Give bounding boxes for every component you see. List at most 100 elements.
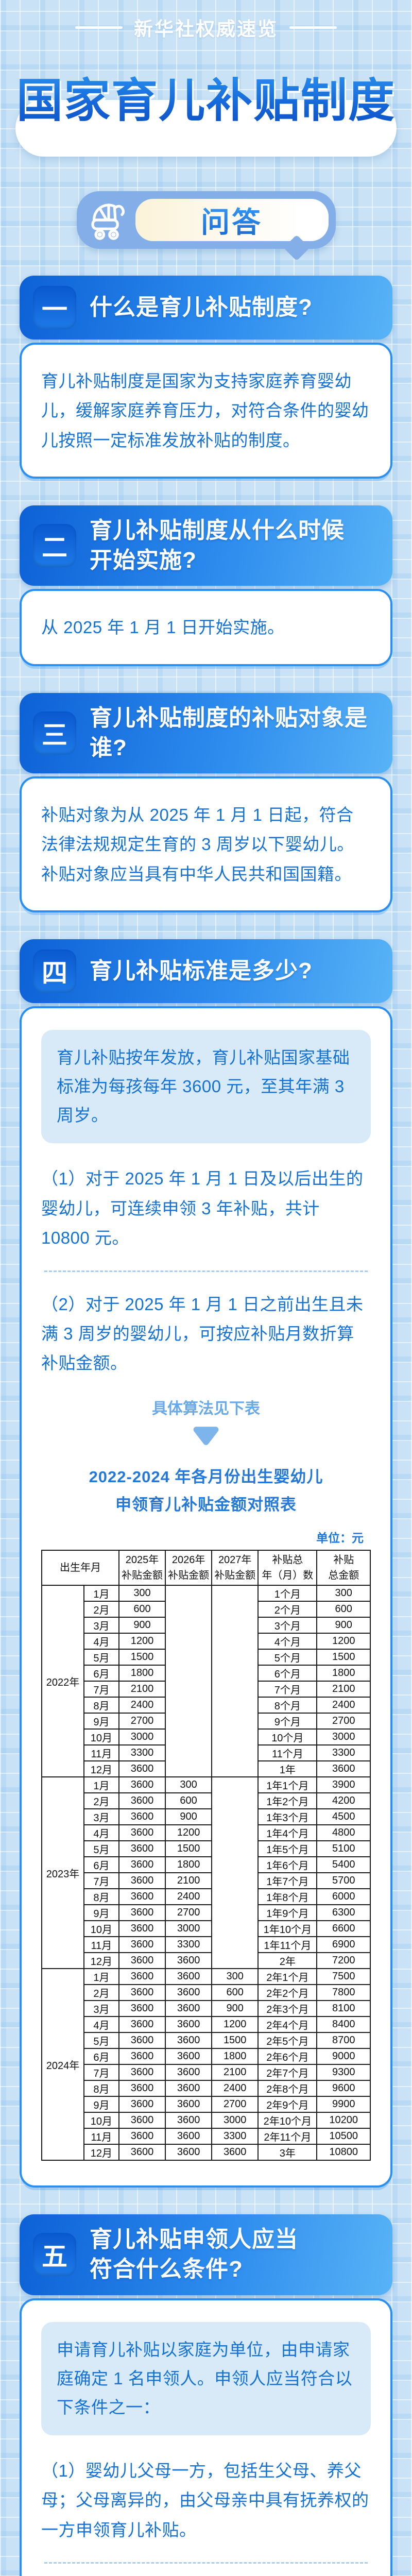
table-cell: 2年1个月	[258, 1968, 318, 1986]
table-cell: 2022年	[41, 1585, 84, 1778]
table-cell: 5400	[316, 1856, 371, 1874]
table-cell: 6月	[83, 2048, 119, 2065]
section-1-number: 一	[42, 295, 67, 324]
table-cell: 1年10个月	[258, 1920, 318, 1938]
kicker-text: 新华社权威速览	[134, 19, 278, 40]
table-header-cell: 出生年月	[41, 1550, 119, 1586]
section-3-answer-card: 补贴对象为从 2025 年 1 月 1 日起，符合法律法规规定生育的 3 周岁以…	[20, 776, 392, 913]
table-cell: 3600	[118, 2064, 166, 2081]
table-cell: 3600	[165, 2112, 213, 2129]
table-cell: 3600	[165, 1952, 213, 1970]
table-cell: 1年6个月	[258, 1856, 318, 1874]
table-cell: 1500	[316, 1649, 371, 1666]
answer-item: （1）对于 2025 年 1 月 1 日及以后出生的婴幼儿，可连续申领 3 年补…	[41, 1169, 364, 1248]
table-row: 5月 1500 5个月 1500	[42, 1649, 371, 1666]
table-cell: 2年6个月	[258, 2048, 318, 2065]
table-cell: 4500	[316, 1808, 371, 1826]
page-title: 国家育儿补贴制度	[0, 63, 412, 130]
table-cell: 1800	[211, 2048, 259, 2065]
table-cell: 3600	[165, 2064, 213, 2081]
table-cell: 600	[118, 1601, 166, 1618]
table-cell: 2100	[316, 1681, 371, 1698]
section-2-header: 二 育儿补贴制度从什么时候 开始实施?	[20, 505, 392, 586]
table-cell: 10个月	[258, 1728, 318, 1746]
table-cell: 2400	[211, 2080, 259, 2097]
table-cell: 1年7个月	[258, 1872, 318, 1890]
table-row: 9月 3600 2700 1年9个月 6300	[42, 1904, 371, 1922]
table-row: 11月 3300 11个月 3300	[42, 1744, 371, 1762]
table-cell: 10200	[316, 2112, 371, 2129]
section-1-question: 什么是育儿补贴制度?	[90, 294, 313, 320]
table-cell: 1200	[211, 2016, 259, 2033]
table-cell: 11月	[83, 2128, 119, 2145]
table-cell: 1800	[165, 1856, 213, 1874]
table-cell: 2年9个月	[258, 2096, 318, 2113]
table-row: 11月 3600 3600 3300 2年11个月 10500	[42, 2128, 371, 2145]
stroller-icon	[84, 198, 133, 242]
table-row: 7月 3600 2100 1年7个月 5700	[42, 1872, 371, 1890]
table-cell: 6000	[316, 1888, 371, 1906]
table-cell: 8100	[316, 2000, 371, 2018]
table-cell: 300	[118, 1585, 166, 1602]
table-cell: 3600	[118, 1776, 166, 1794]
table-cell: 2月	[83, 1792, 119, 1810]
section-4-number: 四	[42, 959, 67, 988]
section-3-number: 三	[42, 720, 67, 750]
table-row: 12月 3600 3600 2年 7200	[42, 1952, 371, 1970]
table-row: 8月 3600 3600 2400 2年8个月 9600	[42, 2080, 371, 2097]
table-cell: 3600	[118, 1952, 166, 1970]
table-cell	[211, 1585, 259, 1778]
table-row: 10月 3600 3000 1年10个月 6600	[42, 1920, 371, 1938]
table-cell: 9000	[316, 2048, 371, 2065]
section-3-question: 育儿补贴制度的补贴对象是谁?	[90, 705, 368, 760]
table-header-row: 出生年月 2025年 补贴金额 2026年 补贴金额 2027年 补贴金额 补贴总 年（…	[41, 1550, 371, 1586]
table-lead-in: 具体算法见下表	[152, 1400, 260, 1417]
section-1-number-badge: 一	[33, 286, 76, 329]
table-cell: 2100	[118, 1681, 166, 1698]
table-cell: 3600	[118, 1984, 166, 2002]
subsidy-table-head: 出生年月 2025年 补贴金额 2026年 补贴金额 2027年 补贴金额 补贴总 年（…	[41, 1550, 371, 1586]
table-cell: 3600	[118, 1808, 166, 1826]
table-cell: 7个月	[258, 1681, 318, 1698]
table-cell: 4月	[83, 1633, 119, 1650]
table-cell: 4800	[316, 1824, 371, 1842]
table-cell: 7月	[83, 2064, 119, 2081]
section-5-answer-card: 申请育儿补贴以家庭为单位，由申请家庭确定 1 名申领人。申领人应当符合以下条件之…	[20, 2298, 392, 2576]
table-cell: 1年2个月	[258, 1792, 318, 1810]
table-cell: 3600	[165, 1968, 213, 1986]
table-cell: 3600	[118, 2016, 166, 2033]
table-cell: 3600	[118, 2032, 166, 2049]
section-3-header: 三 育儿补贴制度的补贴对象是谁?	[20, 692, 392, 773]
table-row: 2月 600 2个月 600	[42, 1601, 371, 1618]
section-4-header: 四 育儿补贴标准是多少?	[20, 939, 392, 1004]
table-header-cell: 补贴总 年（月）数	[258, 1550, 318, 1586]
table-cell: 3600	[118, 1760, 166, 1778]
table-cell: 2024年	[41, 1968, 84, 2161]
table-cell: 10800	[316, 2144, 371, 2161]
kicker-line-left	[75, 26, 123, 29]
table-cell: 4个月	[258, 1633, 318, 1650]
table-cell: 3600	[165, 2096, 213, 2113]
table-cell: 300	[165, 1776, 213, 1794]
table-cell: 10月	[83, 1728, 119, 1746]
table-cell: 3600	[118, 1824, 166, 1842]
table-cell: 12月	[83, 1760, 119, 1778]
table-cell: 3600	[118, 2096, 166, 2113]
table-cell: 6月	[83, 1665, 119, 1682]
table-cell: 2400	[118, 1697, 166, 1714]
table-cell: 3600	[118, 1920, 166, 1938]
section-4-number-badge: 四	[33, 950, 76, 993]
qa-bubble: 问答	[135, 199, 329, 241]
table-cell: 5月	[83, 1649, 119, 1666]
table-cell	[211, 1776, 259, 1970]
table-cell: 3600	[118, 1872, 166, 1890]
table-cell: 2100	[211, 2064, 259, 2081]
section-3: 三 育儿补贴制度的补贴对象是谁? 补贴对象为从 2025 年 1 月 1 日起，…	[20, 692, 392, 913]
table-cell: 1800	[316, 1665, 371, 1682]
highlight-box: 育儿补贴按年发放，育儿补贴国家基础标准为每孩每年 3600 元，至其年满 3 周…	[41, 1030, 371, 1144]
table-row: 5月 3600 1500 1年5个月 5100	[42, 1840, 371, 1858]
table-cell: 2700	[165, 1904, 213, 1922]
table-cell: 6个月	[258, 1665, 318, 1682]
table-cell: 3000	[316, 1728, 371, 1746]
table-cell: 1200	[316, 1633, 371, 1650]
